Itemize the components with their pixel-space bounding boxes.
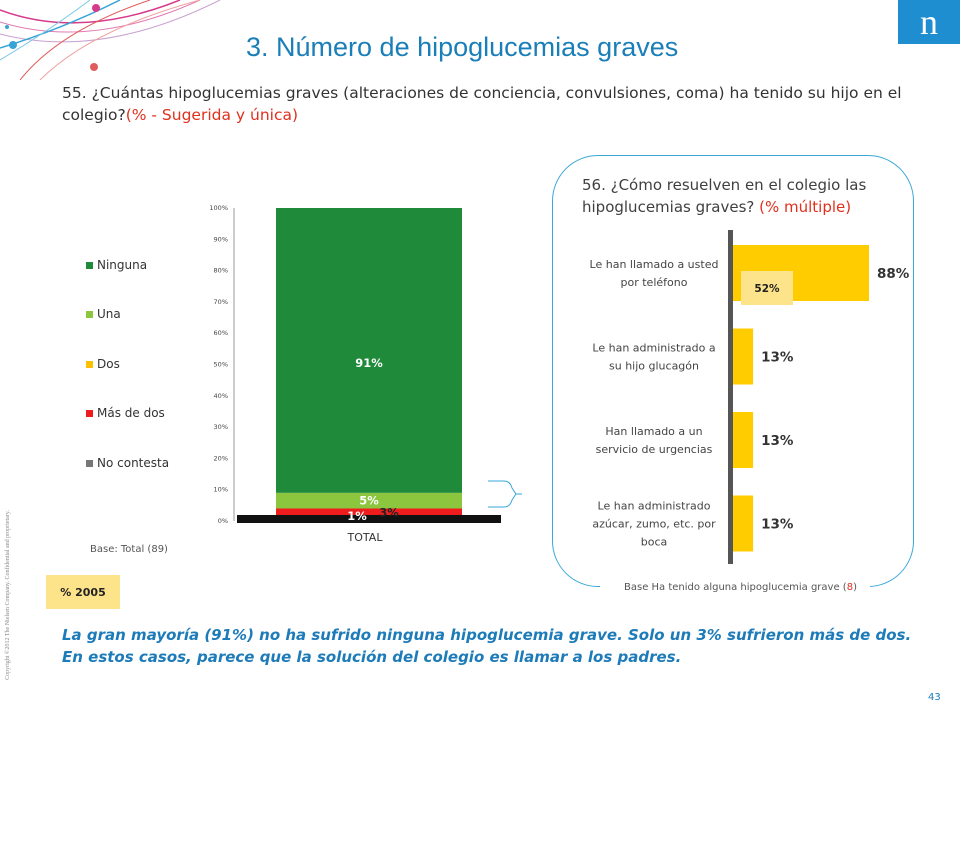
decorative-arcs [0, 0, 221, 80]
y-tick-label: 80% [214, 267, 228, 275]
page-number: 43 [928, 692, 941, 703]
deco-dot-magenta [92, 4, 100, 12]
y-tick-label: 100% [209, 204, 228, 212]
question-56-note: (% múltiple) [759, 198, 852, 216]
base-hypoglycemia: Base Ha tenido alguna hipoglucemia grave… [624, 582, 857, 593]
legend-swatch-una [86, 310, 93, 318]
legend-swatch-ninguna [86, 261, 93, 269]
data-label-ninguna: 91% [355, 356, 383, 370]
deco-dot-blue [9, 41, 17, 49]
question-56-text: 56. ¿Cómo resuelven en el colegio las hi… [582, 176, 867, 216]
data-label-una: 5% [359, 494, 379, 508]
legend-item-mas-de-dos: Más de dos [86, 406, 165, 420]
hbar-value-label: 13% [761, 517, 794, 533]
hbar-2 [733, 412, 754, 468]
y-tick-label: 60% [214, 329, 228, 337]
data-label-no-contesta: 1% [347, 509, 367, 523]
bar-segment-3 [276, 508, 462, 518]
base-total: Base: Total (89) [90, 544, 168, 555]
y-tick-label: 70% [214, 298, 228, 306]
hbar-category-label: Le han llamado a usted por teléfono [590, 258, 719, 289]
bar-segment-1 [276, 492, 462, 509]
legend-swatch-dos [86, 360, 93, 368]
hbar-category-label: Le han administrado a su hijo glucagón [592, 342, 715, 373]
y-tick-label: 40% [214, 392, 228, 400]
hbar-value-label: 13% [761, 350, 794, 366]
data-label-mas-de-dos: 3% [379, 505, 399, 519]
question-56: 56. ¿Cómo resuelven en el colegio las hi… [582, 174, 882, 218]
hbar-3 [733, 495, 754, 552]
y-tick-label: 20% [214, 454, 228, 462]
left-strip [0, 0, 23, 720]
horizontal-bar-chart: 88% Le han llamado a usted por teléfono 13%… [590, 230, 910, 564]
hbar-category-label: Han llamado a un servicio de urgencias [596, 425, 713, 456]
legend-swatch-no-contesta [86, 459, 93, 467]
legend-2005-badge: % 2005 [46, 575, 120, 609]
comparison-2005-label: 52% [754, 283, 780, 295]
copyright-note: Copyright ©2012 The Nielsen Company. Con… [5, 510, 11, 680]
conclusion-text: La gran mayoría (91%) no ha sufrido ning… [62, 626, 912, 666]
question-55: 55. ¿Cuántas hipoglucemias graves (alter… [62, 82, 902, 126]
hbar-1 [733, 328, 754, 385]
question-55-note: (% - Sugerida y única) [125, 106, 299, 124]
x-category-label: TOTAL [347, 531, 384, 544]
y-tick-label: 0% [218, 517, 228, 525]
legend-item-una: Una [86, 307, 121, 321]
legend-item-no-contesta: No contesta [86, 456, 169, 470]
legend-item-ninguna: Ninguna [86, 258, 147, 272]
bracket-connector [488, 480, 522, 508]
stacked-bar-chart: 0% 10% 20% 30% 40% 50% 60% 70% 80% 90% 100% 91% 5%3%… [209, 204, 501, 544]
category-axis [728, 230, 733, 564]
y-tick-label: 10% [214, 486, 228, 494]
hbar-category-label: Le han administrado azúcar, zumo, etc. po… [592, 500, 716, 549]
bar-segment-0 [276, 208, 462, 493]
page-title: 3. Número de hipoglucemias graves [246, 32, 679, 62]
nielsen-logo: n [898, 0, 960, 44]
y-tick-label: 90% [214, 235, 228, 243]
deco-dot-red [90, 63, 98, 71]
question-55-text: 55. ¿Cuántas hipoglucemias graves (alter… [62, 84, 902, 124]
y-tick-label: 50% [214, 361, 228, 369]
hbar-value-label: 88% [877, 266, 910, 282]
y-tick-label: 30% [214, 423, 228, 431]
comparison-2005-box [741, 271, 793, 305]
legend-item-dos: Dos [86, 357, 120, 371]
x-axis-band [237, 515, 501, 523]
hbar-value-label: 13% [761, 433, 794, 449]
legend-swatch-mas-de-dos [86, 409, 93, 417]
